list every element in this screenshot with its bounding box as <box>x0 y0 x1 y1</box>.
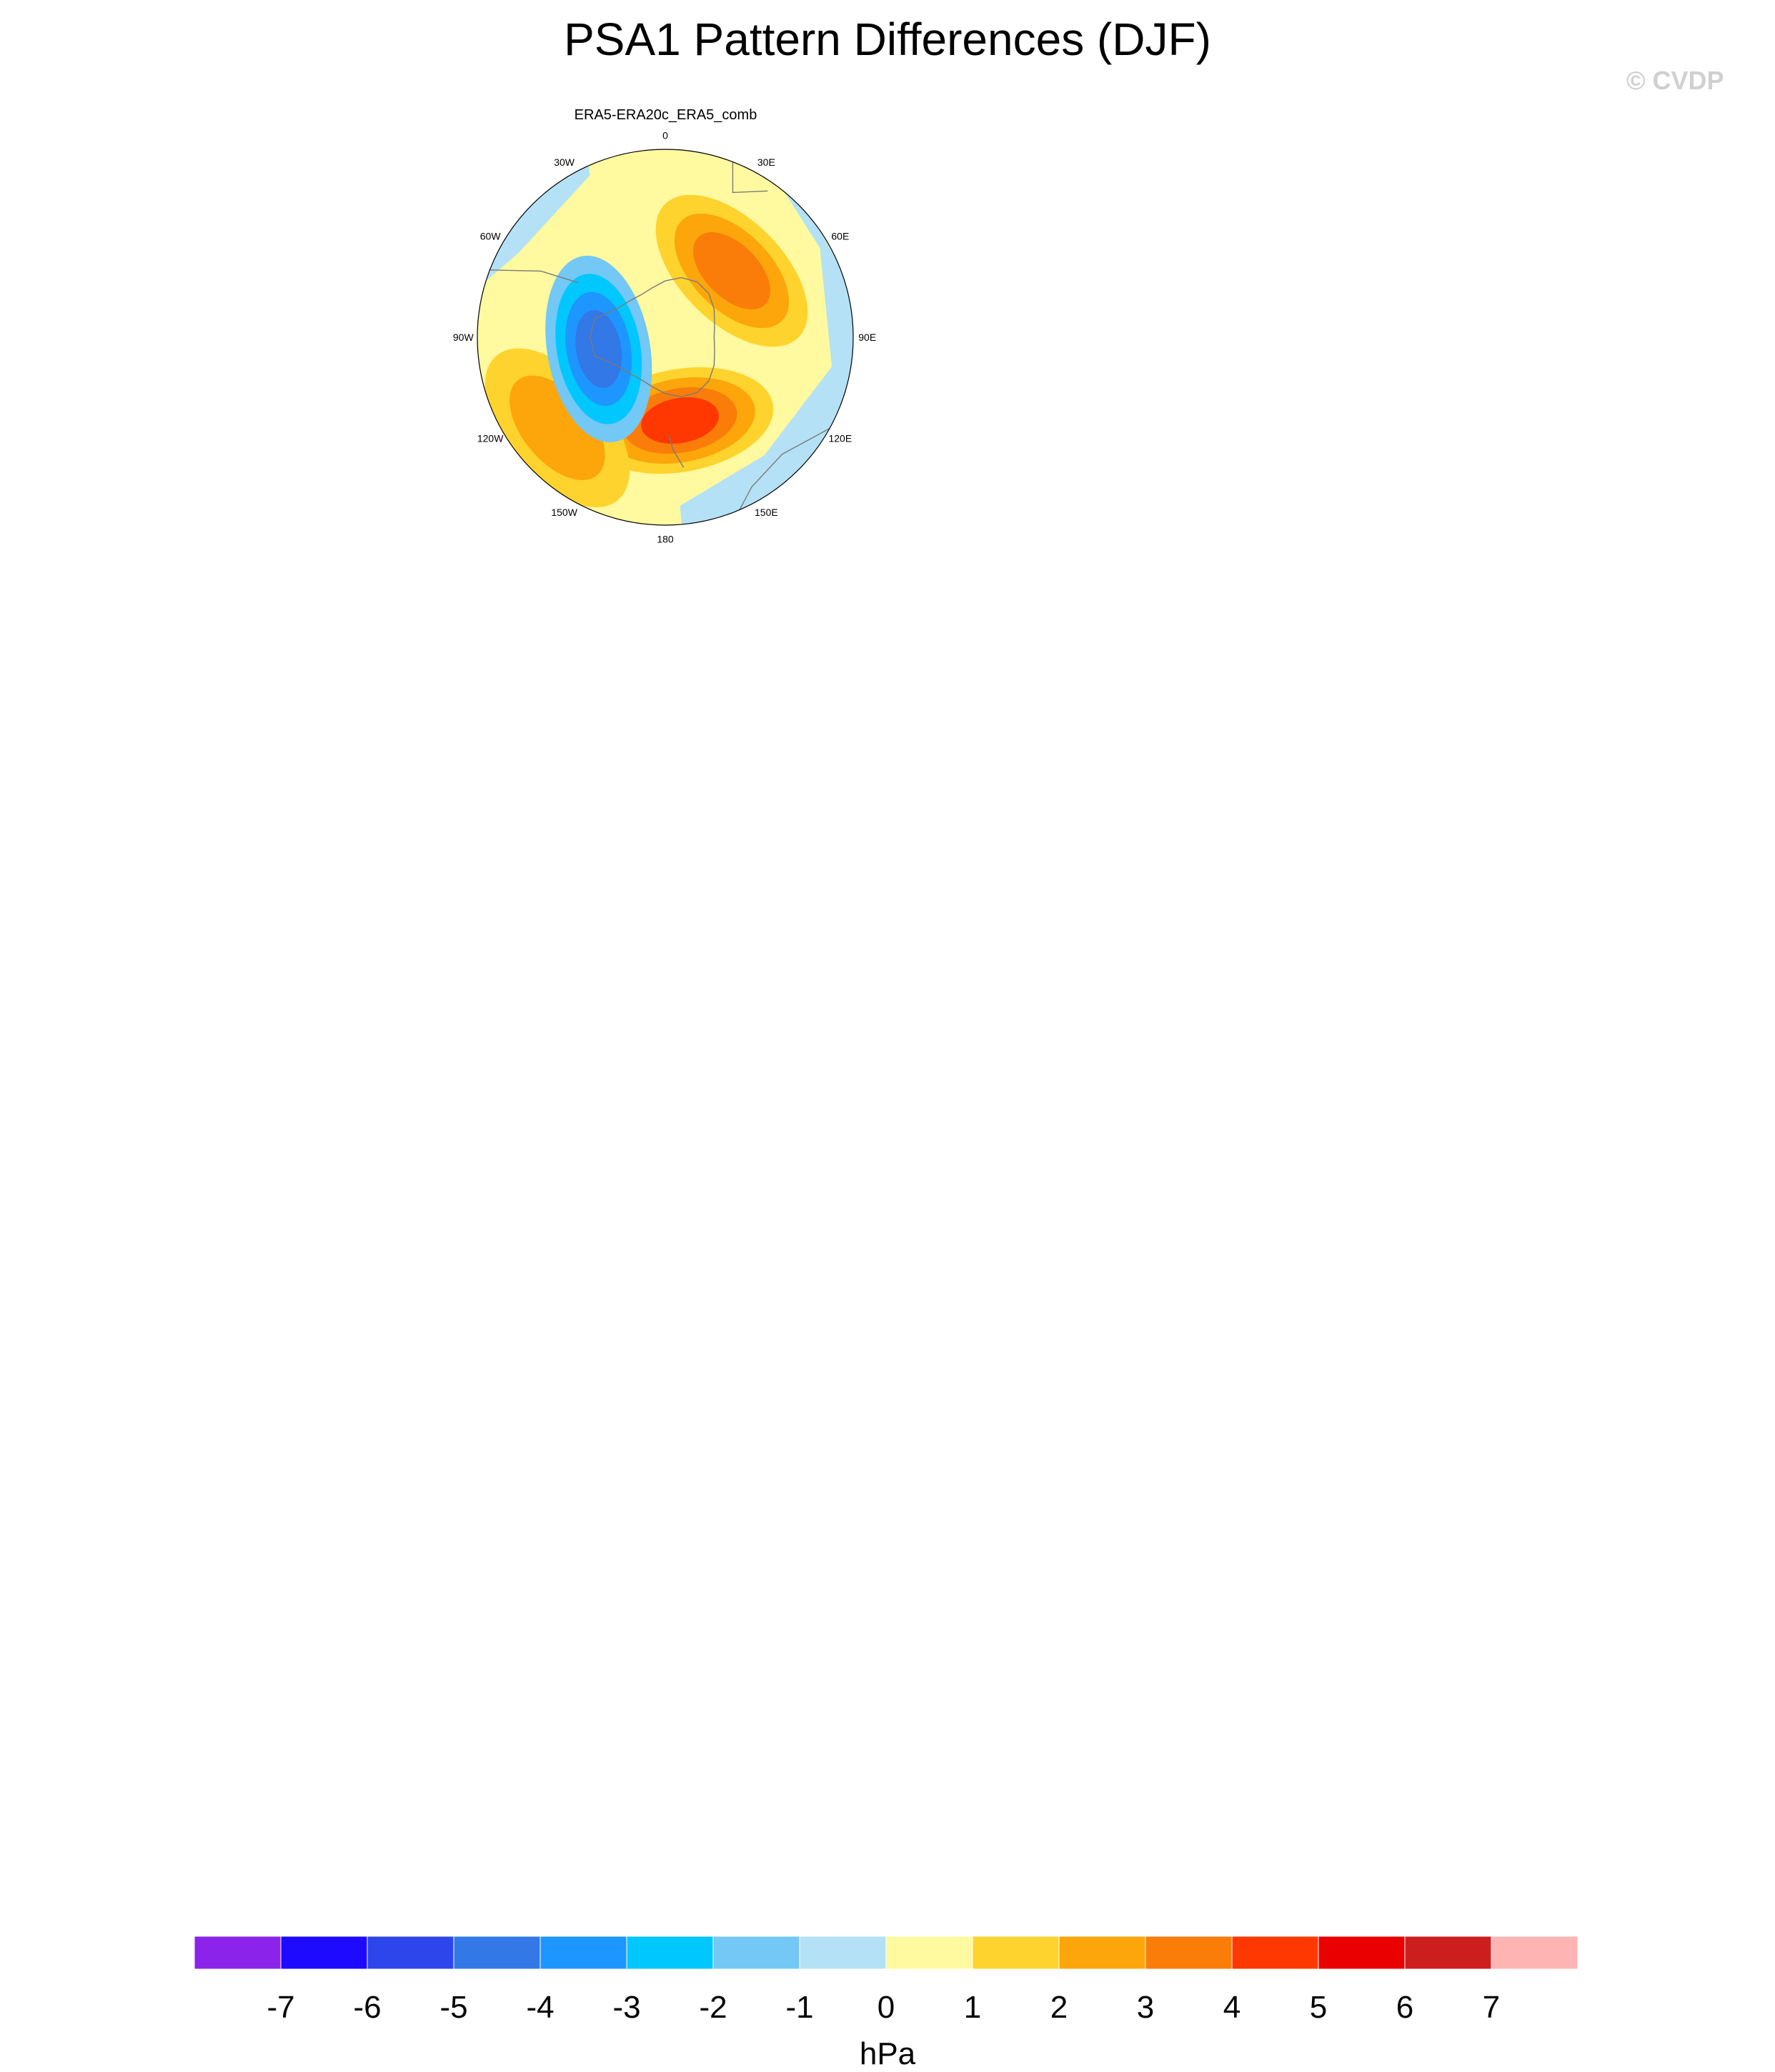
high-anomaly-contour <box>509 375 605 481</box>
colorbar-bin <box>885 1936 973 1970</box>
colorbar: -7 -6 -5 -4 -3 -2 -1 0 1 2 3 4 5 6 7 <box>194 1936 1578 2025</box>
longitude-label: 120E <box>828 432 852 444</box>
colorbar-bin <box>280 1936 368 1970</box>
colorbar-bin <box>453 1936 541 1970</box>
colorbar-bin <box>626 1936 714 1970</box>
cvdp-watermark: © CVDP <box>1626 66 1724 95</box>
colorbar-tick-label: -4 <box>526 1990 554 2025</box>
colorbar-bin <box>1058 1936 1146 1970</box>
map-panel: ERA5-ERA20c_ERA5_comb 0 30E 60E 90E 120E 150E 1… <box>444 101 887 553</box>
colorbar-tick-label: 0 <box>877 1990 895 2025</box>
antarctica-coastline <box>590 277 715 398</box>
africa-coastline <box>732 151 768 194</box>
colorbar-tick-label: 2 <box>1050 1990 1068 2025</box>
new-zealand-coastline <box>668 434 685 468</box>
colorbar-bin <box>1145 1936 1233 1970</box>
south-america-coastline <box>479 269 578 284</box>
colorbar-tick-label: -2 <box>699 1990 727 2025</box>
longitude-label: 150E <box>755 507 778 518</box>
australia-coastline <box>732 420 845 523</box>
colorbar-tick-label: 7 <box>1483 1990 1500 2025</box>
colorbar-tick-label: -6 <box>353 1990 381 2025</box>
colorbar-units: hPa <box>859 2036 916 2071</box>
longitude-label: 90W <box>453 332 474 343</box>
colorbar-bin <box>367 1936 454 1970</box>
longitude-label: 30W <box>554 156 575 168</box>
longitude-label: 60E <box>831 231 849 242</box>
colorbar-tick-label: 6 <box>1396 1990 1413 2025</box>
colorbar-bin <box>194 1936 282 1970</box>
colorbar-bin <box>1491 1936 1578 1970</box>
longitude-label: 90E <box>858 332 876 343</box>
colorbar-bin <box>1318 1936 1406 1970</box>
colorbar-tick-label: 4 <box>1223 1990 1240 2025</box>
colorbar-tick-label: -3 <box>612 1990 640 2025</box>
chart-title: PSA1 Pattern Differences (DJF) <box>564 14 1211 65</box>
colorbar-bin <box>1231 1936 1319 1970</box>
longitude-label: 30E <box>757 156 775 168</box>
panel-title: ERA5-ERA20c_ERA5_comb <box>574 107 757 123</box>
colorbar-tick-label: -7 <box>267 1990 294 2025</box>
high-anomaly-contour <box>693 232 770 309</box>
low-anomaly-contour <box>575 309 622 388</box>
longitude-label: 60W <box>480 231 502 242</box>
colorbar-bin <box>712 1936 800 1970</box>
colorbar-bin <box>540 1936 627 1970</box>
colorbar-tick-label: -1 <box>785 1990 813 2025</box>
longitude-label: 180 <box>657 534 674 545</box>
colorbar-bin <box>972 1936 1060 1970</box>
high-anomaly-contour <box>641 397 720 444</box>
colorbar-tick-label: -5 <box>439 1990 467 2025</box>
colorbar-bin <box>799 1936 887 1970</box>
map-border <box>477 149 854 526</box>
longitude-label: 120W <box>477 432 504 444</box>
longitude-label: 150W <box>551 507 577 518</box>
colorbar-bin <box>1404 1936 1492 1970</box>
colorbar-tick-label: 1 <box>964 1990 981 2025</box>
colorbar-tick-label: 3 <box>1137 1990 1154 2025</box>
longitude-label: 0 <box>662 129 668 141</box>
colorbar-tick-label: 5 <box>1310 1990 1327 2025</box>
